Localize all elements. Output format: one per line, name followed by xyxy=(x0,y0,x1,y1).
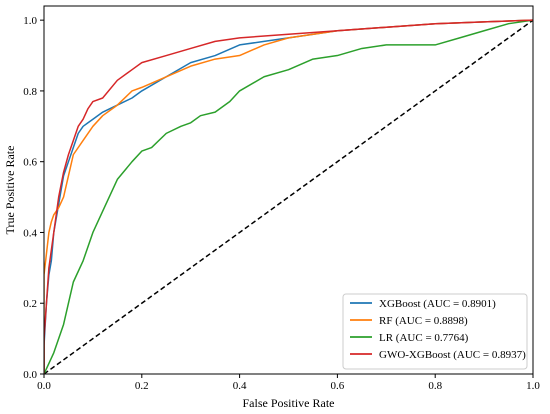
x-tick-label: 0.4 xyxy=(233,380,247,392)
chance-reference-line xyxy=(44,19,533,374)
x-tick-label: 0.8 xyxy=(428,380,442,392)
roc-curve-4 xyxy=(44,19,533,374)
legend-label-1: XGBoost (AUC = 0.8901) xyxy=(379,298,496,310)
legend-box xyxy=(342,293,528,370)
legend: XGBoost (AUC = 0.8901) RF (AUC = 0.8898) L… xyxy=(342,293,528,370)
y-axis-label: True Positive Rate xyxy=(3,146,17,235)
y-tick-label: 0.2 xyxy=(23,298,37,310)
ticks-layer: 0.0 0.2 0.4 0.6 0.8 1.0 0.0 0.2 0.4 0.6 0.8 1.0 xyxy=(23,15,540,392)
roc-curve-2 xyxy=(44,19,533,374)
x-tick-label: 1.0 xyxy=(526,380,540,392)
y-tick-label: 1.0 xyxy=(23,15,37,27)
x-tick-label: 0.2 xyxy=(135,380,149,392)
curves-layer xyxy=(44,19,533,374)
legend-label-4: GWO-XGBoost (AUC = 0.8937) xyxy=(379,349,526,361)
legend-label-2: RF (AUC = 0.8898) xyxy=(379,315,468,327)
legend-items: XGBoost (AUC = 0.8901) RF (AUC = 0.8898) L… xyxy=(350,298,526,361)
x-tick-label: 0.6 xyxy=(331,380,345,392)
x-tick-label: 0.0 xyxy=(37,380,51,392)
y-tick-label: 0.6 xyxy=(23,157,37,169)
y-tick-label: 0.0 xyxy=(23,369,37,381)
roc-curve-3 xyxy=(44,19,533,374)
plot-frame xyxy=(43,5,534,375)
x-axis-label: False Positive Rate xyxy=(243,396,335,410)
y-tick-label: 0.4 xyxy=(23,227,37,239)
legend-label-3: LR (AUC = 0.7764) xyxy=(379,332,469,344)
y-tick-label: 0.8 xyxy=(23,86,37,98)
